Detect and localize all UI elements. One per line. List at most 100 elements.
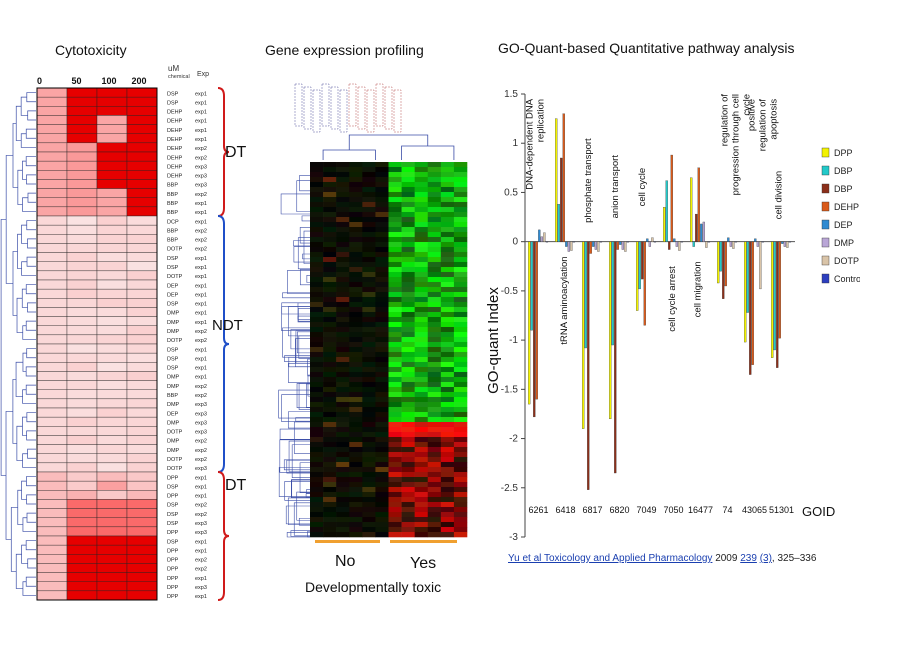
row-chemical-label: DOTP (167, 247, 183, 253)
heatmap-cell (36, 106, 68, 116)
expression-cell (388, 172, 402, 178)
expression-cell (336, 287, 350, 293)
row-chemical-label: DOTP (167, 430, 183, 436)
expression-cell (453, 372, 468, 378)
row-exp-label: exp2 (195, 558, 207, 564)
heatmap-cell (126, 298, 158, 308)
heatmap-cell (66, 590, 98, 601)
heatmap-cell (36, 563, 68, 573)
heatmap-cell (96, 206, 128, 217)
expression-cell (310, 347, 324, 353)
expression-cell (427, 182, 442, 188)
expression-cell (388, 322, 402, 328)
dendrogram-branch (301, 215, 310, 222)
citation-volume-link[interactable]: 239 (740, 553, 757, 564)
heatmap-cell (126, 362, 158, 372)
go-quant-bar-chart: 1.510.50-0.5-1-1.5-2-2.5-3GO-quant Index… (485, 89, 860, 540)
expression-cell (401, 292, 415, 298)
dendrogram-branch (296, 180, 310, 212)
expression-cell (336, 532, 350, 538)
expression-cell (349, 372, 363, 378)
expression-cell (453, 202, 468, 208)
expression-cell (375, 377, 389, 383)
expression-cell (336, 257, 350, 263)
expression-cell (362, 257, 376, 263)
citation-journal-link[interactable]: Yu et al Toxicology and Applied Pharmaco… (508, 553, 713, 564)
row-chemical-label: DMP (167, 448, 180, 454)
expression-cell (336, 417, 350, 423)
heatmap-cell (66, 124, 98, 134)
expression-cell (362, 527, 376, 533)
bar (700, 223, 703, 242)
expression-cell (310, 247, 324, 253)
heatmap-cell (96, 224, 128, 235)
dendrogram-branch (25, 156, 36, 167)
expression-cell (427, 497, 442, 503)
row-exp-label: exp1 (195, 292, 207, 298)
heatmap-cell (126, 124, 158, 134)
expression-cell (388, 347, 402, 353)
expression-cell (375, 287, 389, 293)
heatmap-cell (126, 435, 158, 445)
expression-cell (401, 187, 415, 193)
expression-cell (401, 402, 415, 408)
bar (663, 207, 666, 242)
heatmap-cell (96, 371, 128, 381)
expression-cell (453, 217, 468, 223)
expression-cell (388, 167, 402, 173)
citation-issue-link[interactable]: (3) (759, 553, 772, 564)
heatmap-cell (66, 115, 98, 125)
expression-cell (401, 177, 415, 183)
bar (678, 241, 681, 251)
expression-cell (427, 282, 442, 288)
expression-cell (414, 512, 429, 518)
dendrogram-branch (297, 315, 310, 320)
expression-cell (362, 522, 376, 528)
expression-cell (414, 202, 429, 208)
expression-cell (440, 252, 455, 258)
expression-cell (336, 212, 350, 218)
expression-cell (401, 362, 415, 368)
heatmap-cell (126, 590, 158, 601)
pathway-label: DNA-dependent DNA (525, 98, 536, 189)
dendrogram-branch (291, 479, 310, 498)
column-label (330, 86, 339, 130)
row-exp-label: exp2 (195, 155, 207, 161)
expression-cell (401, 247, 415, 253)
heatmap-cell (66, 471, 98, 482)
column-label (339, 89, 348, 133)
expression-cell (362, 407, 376, 413)
heatmap-cell (96, 160, 128, 171)
expression-cell (427, 517, 442, 523)
heatmap-cell (66, 243, 98, 253)
y-tick-label: -2 (509, 434, 518, 445)
expression-cell (310, 497, 324, 503)
expression-cell (414, 217, 429, 223)
expression-cell (310, 307, 324, 313)
y-axis-title: GO-quant Index (485, 287, 502, 394)
expression-cell (310, 182, 324, 188)
expression-cell (375, 307, 389, 313)
heatmap-cell (126, 343, 158, 354)
row-chemical-label: BBP (167, 393, 178, 399)
expression-cell (375, 227, 389, 233)
heatmap-cell (66, 517, 98, 528)
yes-label: Yes (410, 555, 436, 572)
row-chemical-label: DMP (167, 320, 180, 326)
expression-cell (401, 392, 415, 398)
heatmap-cell (96, 590, 128, 601)
expression-cell (427, 272, 442, 278)
heatmap-cell (96, 106, 128, 116)
heatmap-cell (36, 490, 68, 500)
expression-cell (349, 392, 363, 398)
heatmap-cell (96, 462, 128, 473)
row-exp-label: exp1 (195, 484, 207, 490)
legend-swatch (821, 147, 830, 158)
bar (614, 241, 617, 474)
dendrogram-branch (26, 476, 36, 487)
expression-cell (310, 322, 324, 328)
expression-cell (453, 352, 468, 358)
expression-cell (388, 227, 402, 233)
heatmap-cell (36, 261, 68, 272)
heatmap-cell (126, 115, 158, 125)
